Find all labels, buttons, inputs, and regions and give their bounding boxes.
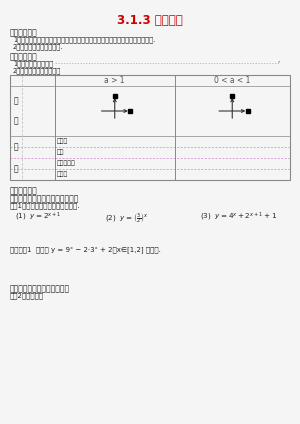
Text: 图象过定点: 图象过定点 <box>57 160 76 166</box>
Text: 二、温故习新: 二、温故习新 <box>10 52 38 61</box>
Text: 1．了解指数函数的概念，会描述指数函数的图象及由图象和由指数函数的性质.: 1．了解指数函数的概念，会描述指数函数的图象及由图象和由指数函数的性质. <box>13 36 155 42</box>
Text: 【例1】求下列函数的定义域和值域.: 【例1】求下列函数的定义域和值域. <box>10 202 80 209</box>
Text: 图: 图 <box>14 96 18 105</box>
Text: 一、学习目标: 一、学习目标 <box>10 28 38 37</box>
Bar <box>10 75 290 180</box>
Text: 定义域: 定义域 <box>57 138 68 144</box>
Text: 性: 性 <box>14 142 18 151</box>
Text: 2．指数函数的图象和性质: 2．指数函数的图象和性质 <box>13 67 61 74</box>
Text: 单调性: 单调性 <box>57 171 68 176</box>
Text: ’: ’ <box>278 60 280 66</box>
Text: 三、模型拓展: 三、模型拓展 <box>10 186 38 195</box>
Text: 0 < a < 1: 0 < a < 1 <box>214 76 250 85</box>
Text: a > 1: a > 1 <box>104 76 125 85</box>
Text: 2．指数函数的图象和性质.: 2．指数函数的图象和性质. <box>13 43 63 50</box>
Text: 变式训练1  求函数 y = 9ˣ − 2·3ˣ + 2，x∈[1,2] 的值域.: 变式训练1 求函数 y = 9ˣ − 2·3ˣ + 2，x∈[1,2] 的值域. <box>10 246 161 253</box>
Text: (1)  $y = 2^{x+1}$: (1) $y = 2^{x+1}$ <box>15 211 61 223</box>
Text: 【例2】比较大小: 【例2】比较大小 <box>10 292 44 298</box>
Text: 3.1.3 指数函数: 3.1.3 指数函数 <box>117 14 183 27</box>
Text: 1．指数函数的定义：: 1．指数函数的定义： <box>13 60 53 67</box>
Text: (3)  $y = 4^x + 2^{x+1} + 1$: (3) $y = 4^x + 2^{x+1} + 1$ <box>200 211 277 223</box>
Text: 题型二：指数函数的大小比较: 题型二：指数函数的大小比较 <box>10 284 70 293</box>
Text: 质: 质 <box>14 164 18 173</box>
Text: 值域: 值域 <box>57 149 64 155</box>
Text: 题型一：指数函数的定义域和值域: 题型一：指数函数的定义域和值域 <box>10 194 80 203</box>
Text: (2)  $y = \left(\frac{3}{2}\right)^x$: (2) $y = \left(\frac{3}{2}\right)^x$ <box>105 211 148 225</box>
Text: 象: 象 <box>14 116 18 125</box>
